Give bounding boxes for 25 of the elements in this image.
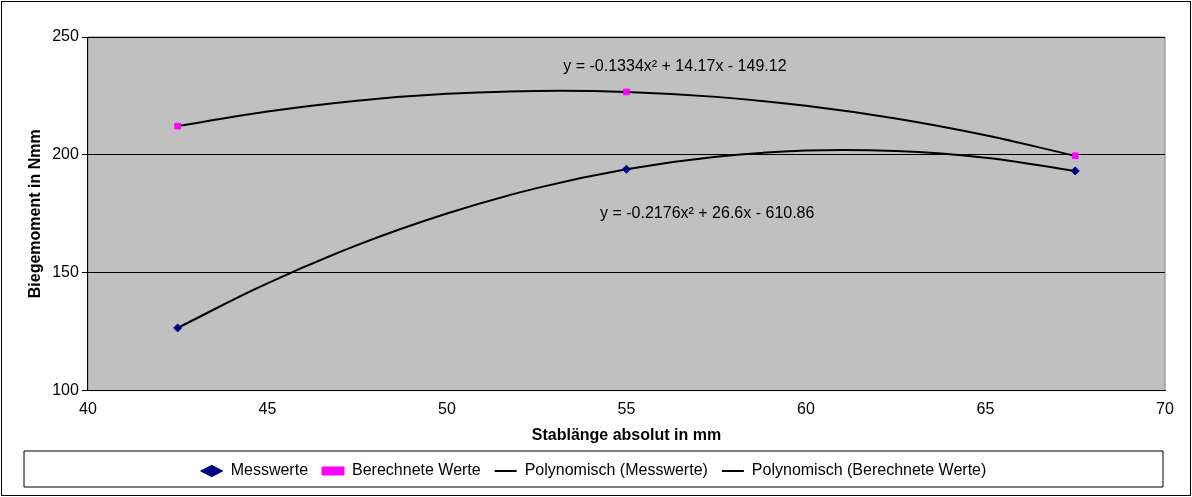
x-tick-label: 40 (79, 399, 97, 417)
annotation: y = -0.1334x² + 14.17x - 149.12 (563, 57, 787, 75)
point (623, 88, 630, 96)
y-tick-label: 150 (52, 263, 79, 281)
legend-label: Polynomisch (Messwerte) (524, 461, 708, 479)
legend-label: Polynomisch (Berechnete Werte) (751, 461, 987, 479)
legend-label: Berechnete Werte (352, 461, 481, 479)
point (621, 164, 631, 174)
legend-label: Messwerte (230, 461, 309, 479)
y-tick-label: 250 (52, 27, 79, 45)
point (1070, 166, 1080, 176)
x-tick-label: 70 (1156, 399, 1174, 417)
x-tick-label: 45 (258, 399, 277, 417)
x-tick-label: 60 (797, 399, 815, 417)
x-tick-label: 50 (438, 399, 456, 417)
y-tick-label: 100 (52, 381, 79, 399)
x-tick-label: 55 (617, 399, 636, 417)
y-axis-title: Biegemoment in Nmm (26, 129, 44, 299)
x-tick-label: 65 (976, 399, 995, 417)
y-tick-label: 200 (52, 145, 79, 163)
annotation: y = -0.2176x² + 26.6x - 610.86 (600, 204, 815, 222)
point (173, 323, 183, 333)
x-axis-title: Stablänge absolut in mm (531, 425, 722, 443)
point (174, 122, 181, 130)
point (1071, 152, 1079, 160)
